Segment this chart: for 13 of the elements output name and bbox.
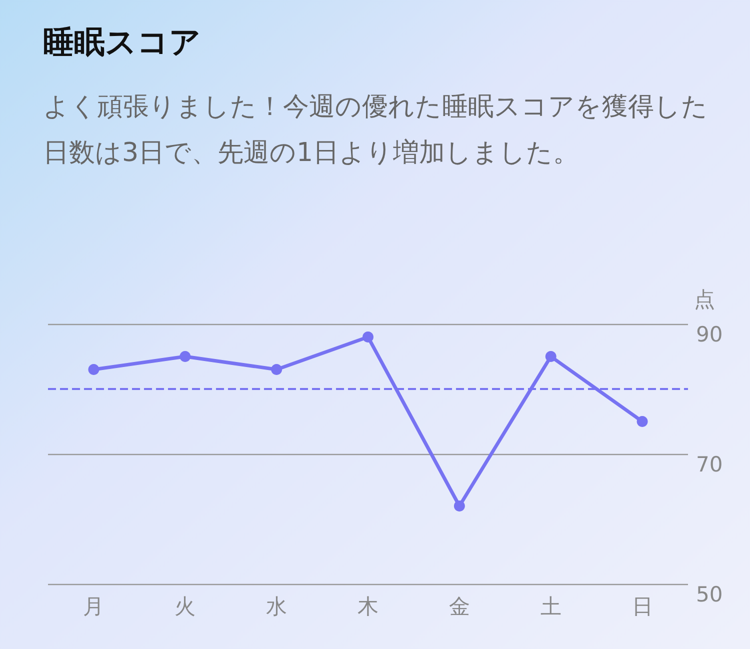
chart-title: 睡眠スコア bbox=[43, 24, 201, 60]
y-tick-label: 90 bbox=[696, 322, 723, 346]
x-tick-label: 水 bbox=[266, 594, 288, 618]
chart-subtitle: よく頑張りました！今週の優れた睡眠スコアを獲得した日数は3日で、先週の1日より増加しました。 bbox=[43, 92, 708, 168]
x-tick-label: 木 bbox=[358, 594, 378, 618]
x-tick-label: 日 bbox=[632, 594, 653, 618]
x-tick-label: 月 bbox=[83, 594, 104, 618]
y-tick-label: 50 bbox=[696, 582, 723, 606]
y-tick-label: 70 bbox=[696, 452, 723, 476]
y-axis-title: 点 bbox=[694, 288, 715, 312]
x-tick-label: 金 bbox=[448, 594, 470, 618]
x-tick-label: 土 bbox=[540, 594, 562, 618]
x-tick-label: 火 bbox=[174, 594, 196, 618]
